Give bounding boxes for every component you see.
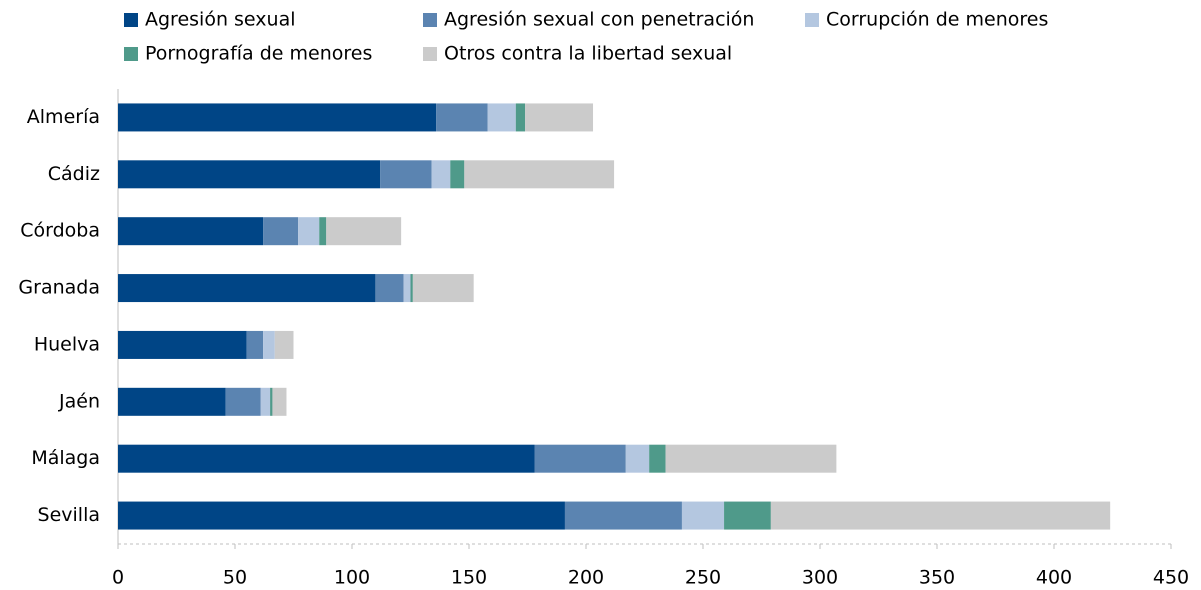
bar-segment [118, 387, 226, 416]
bar-segment [724, 501, 771, 530]
x-tick-label: 250 [685, 567, 721, 589]
legend-swatch [423, 13, 437, 27]
bar-segment [118, 274, 376, 303]
bar-segment [225, 387, 261, 416]
bar-segment [525, 103, 594, 132]
x-tick-label: 150 [451, 567, 487, 589]
bar-segment [274, 330, 294, 359]
bar-segment [118, 103, 437, 132]
bar-segment [431, 160, 451, 189]
y-tick-label: Córdoba [20, 220, 100, 242]
y-tick-label: Almería [27, 106, 100, 128]
legend-label: Agresión sexual [145, 9, 296, 31]
legend-swatch [423, 47, 437, 61]
bar-segment [272, 387, 287, 416]
bar-segment [534, 444, 626, 473]
bar-segment [375, 274, 404, 303]
x-tick-label: 350 [919, 567, 955, 589]
bar-segment [412, 274, 474, 303]
bar-segment [450, 160, 465, 189]
legend-label: Pornografía de menores [145, 43, 372, 65]
bar-segment [118, 501, 565, 530]
legend-swatch [124, 47, 138, 61]
bar-segment [118, 160, 381, 189]
bar-segment [515, 103, 526, 132]
bar-segment [665, 444, 837, 473]
x-tick-label: 450 [1153, 567, 1189, 589]
x-tick-label: 300 [802, 567, 838, 589]
y-tick-label: Sevilla [38, 504, 100, 526]
y-tick-label: Cádiz [48, 163, 100, 185]
x-tick-label: 100 [334, 567, 370, 589]
legend-swatch [805, 13, 819, 27]
bar-segment [403, 274, 411, 303]
bar-segment [410, 274, 413, 303]
x-tick-label: 200 [568, 567, 604, 589]
bar-segment [487, 103, 516, 132]
bar-segment [118, 330, 247, 359]
bar-segment [270, 387, 273, 416]
bar-segment [260, 387, 271, 416]
legend-label: Agresión sexual con penetración [444, 9, 754, 31]
bar-segment [770, 501, 1111, 530]
bar-segment [649, 444, 666, 473]
y-tick-label: Huelva [34, 333, 100, 355]
bar-segment [263, 330, 275, 359]
legend-label: Otros contra la libertad sexual [444, 43, 732, 65]
y-tick-label: Granada [18, 277, 100, 299]
legend-label: Corrupción de menores [826, 9, 1048, 31]
bar-segment [464, 160, 615, 189]
bar-segment [263, 217, 299, 246]
bar-segment [118, 444, 535, 473]
bar-segment [436, 103, 488, 132]
x-tick-label: 0 [112, 567, 124, 589]
bar-segment [118, 217, 264, 246]
bar-segment [380, 160, 432, 189]
y-tick-label: Jaén [58, 390, 100, 412]
bar-segment [298, 217, 320, 246]
legend-swatch [124, 13, 138, 27]
bar-segment [319, 217, 327, 246]
x-tick-label: 400 [1036, 567, 1072, 589]
bar-segment [326, 217, 402, 246]
y-tick-label: Málaga [31, 447, 100, 469]
x-tick-label: 50 [223, 567, 247, 589]
bar-segment [625, 444, 650, 473]
bar-segment [246, 330, 264, 359]
bar-segment [681, 501, 725, 530]
bar-segment [564, 501, 682, 530]
